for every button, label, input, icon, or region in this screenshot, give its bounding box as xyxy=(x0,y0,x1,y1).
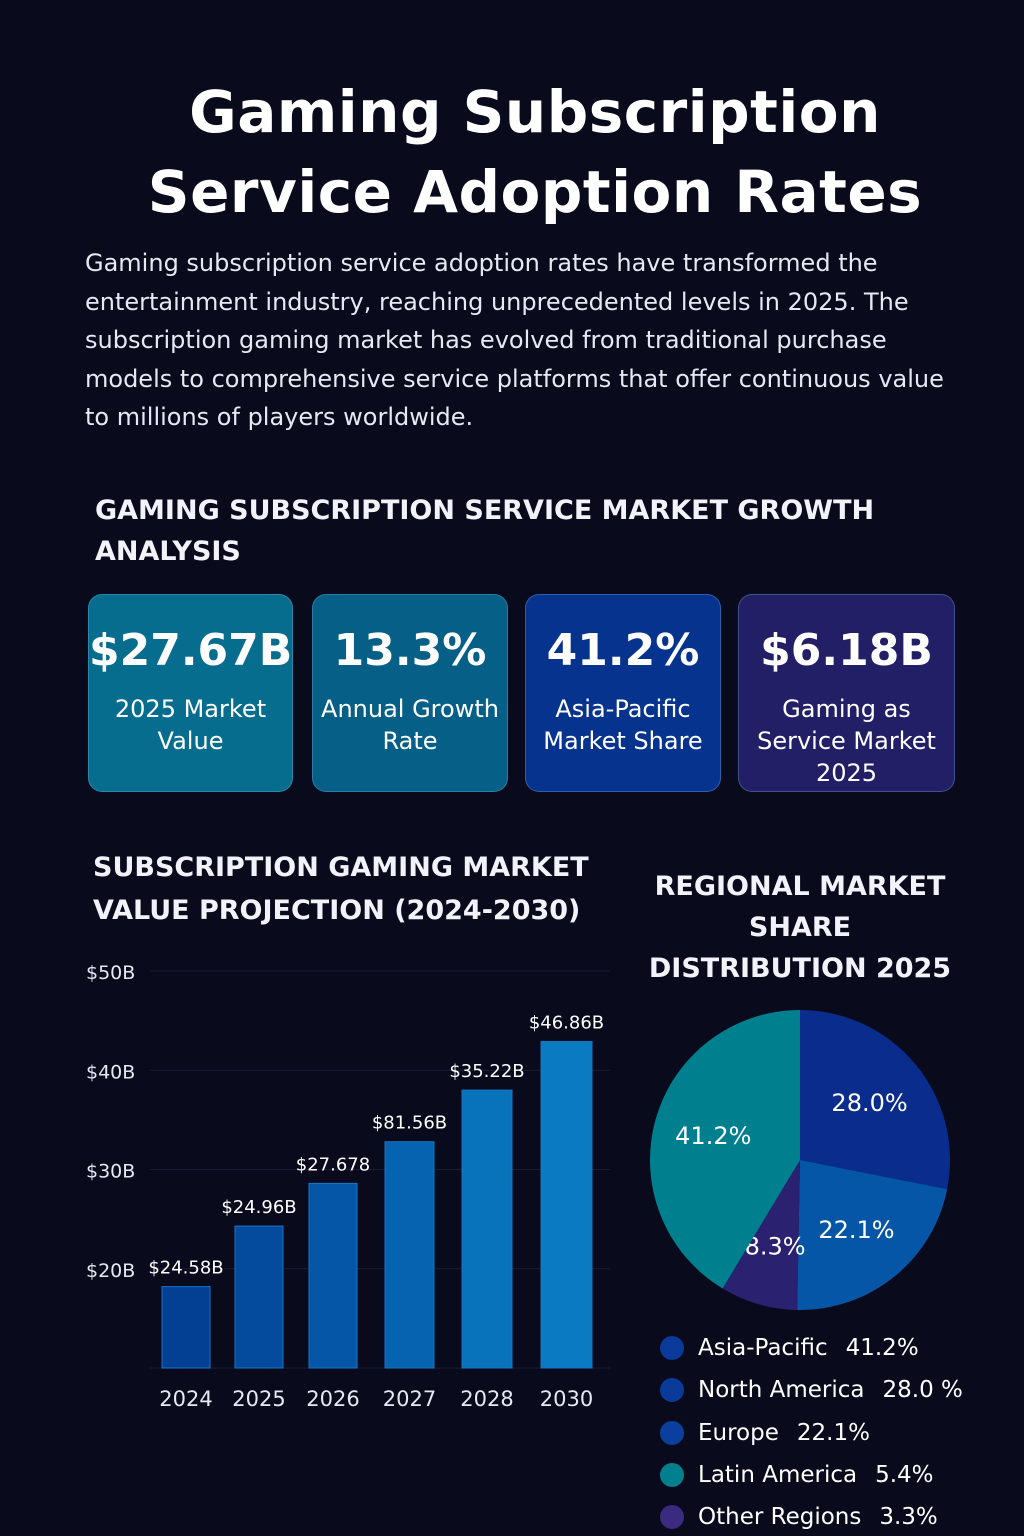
legend-item: Europe 22.1% xyxy=(660,1420,870,1446)
legend-value: 3.3% xyxy=(879,1504,938,1531)
bar-data-label: $46.86B xyxy=(529,1012,604,1033)
y-tick-label: $30B xyxy=(86,1161,135,1183)
bar-chart: $20B $30B $40B $50B $24.58B 2024 $24.96B 2025 $2… xyxy=(86,962,610,1411)
bar-2030 xyxy=(540,1040,593,1369)
x-tick-label: 2025 xyxy=(232,1387,285,1411)
legend-swatch-icon xyxy=(660,1420,684,1445)
legend-value: 22.1% xyxy=(796,1419,870,1446)
pie-slice-label: 22.1% xyxy=(818,1216,894,1244)
legend-value: 5.4% xyxy=(875,1461,934,1488)
kpi-card-market-value: $27.67B 2025 Market Value xyxy=(88,594,293,792)
bar-data-label: $24.58B xyxy=(148,1258,223,1279)
pie-slice xyxy=(722,1160,800,1310)
x-tick-label: 2028 xyxy=(460,1387,513,1411)
x-tick-label: 2026 xyxy=(306,1387,359,1411)
legend-label: Latin America xyxy=(698,1461,858,1488)
bar-2025 xyxy=(234,1225,284,1369)
legend-label: Europe xyxy=(698,1419,779,1446)
kpi-label: Annual Growth Rate xyxy=(321,695,499,755)
kpi-label: Asia-Pacific Market Share xyxy=(543,695,703,755)
legend-value: 28.0 % xyxy=(882,1377,963,1404)
bar-data-label: $24.96B xyxy=(221,1197,296,1218)
y-tick-label: $20B xyxy=(86,1260,135,1282)
legend-label: North America xyxy=(698,1377,865,1404)
pie-slice-label: 41.2% xyxy=(675,1122,751,1150)
legend-label: Asia-Pacific xyxy=(698,1335,828,1361)
kpi-card-asia-share: 41.2% Asia-Pacific Market Share xyxy=(525,594,721,792)
kpi-label: Gaming as Service Market 2025 xyxy=(757,695,936,787)
kpi-value: $6.18B xyxy=(760,625,933,676)
bar-data-label: $27.678 xyxy=(296,1154,370,1175)
bar-chart-title: SUBSCRIPTION GAMING MARKET VALUE PROJECT… xyxy=(93,852,589,926)
pie-chart-title: REGIONAL MARKET SHARE DISTRIBUTION 2025 xyxy=(648,871,952,984)
kpi-value: 41.2% xyxy=(546,625,700,676)
pie-slice-label: 8.3% xyxy=(745,1232,806,1260)
legend-swatch-icon xyxy=(660,1336,684,1360)
kpi-value: 13.3% xyxy=(333,625,487,676)
y-tick-label: $50B xyxy=(86,962,135,984)
legend-item: Asia-Pacific 41.2% xyxy=(660,1335,919,1361)
pie-slice xyxy=(650,1010,800,1289)
legend-swatch-icon xyxy=(660,1462,684,1487)
pie-slice xyxy=(800,1010,950,1190)
legend-label: Other Regions xyxy=(698,1504,862,1531)
bar-2028 xyxy=(461,1089,513,1369)
kpi-value: $27.67B xyxy=(89,625,293,676)
kpi-card-growth-rate: 13.3% Annual Growth Rate xyxy=(312,594,508,792)
bar-2027 xyxy=(384,1141,435,1369)
x-tick-label: 2027 xyxy=(383,1387,436,1411)
x-tick-label: 2024 xyxy=(159,1387,212,1411)
legend-item: North America 28.0 % xyxy=(660,1377,963,1403)
legend-item: Other Regions 3.3% xyxy=(660,1504,938,1530)
legend-value: 41.2% xyxy=(845,1335,919,1361)
x-tick-label: 2030 xyxy=(540,1387,593,1411)
legend-item: Latin America 5.4% xyxy=(660,1462,934,1488)
bar-2024 xyxy=(161,1286,211,1369)
bar-data-label: $35.22B xyxy=(449,1061,524,1082)
page-title: Gaming Subscription Service Adoption Rat… xyxy=(147,78,923,226)
pie-slice-label: 28.0% xyxy=(831,1089,907,1117)
pie-chart: 28.0% 22.1% 8.3% 41.2% xyxy=(650,1010,950,1310)
y-tick-label: $40B xyxy=(86,1061,135,1083)
pie-slice xyxy=(797,1160,948,1310)
kpi-label: 2025 Market Value xyxy=(114,695,267,755)
legend-swatch-icon xyxy=(660,1378,684,1403)
bar-2026 xyxy=(308,1182,358,1369)
intro-paragraph: Gaming subscription service adoption rat… xyxy=(85,249,944,431)
kpi-card-gaas-market: $6.18B Gaming as Service Market 2025 xyxy=(738,594,955,792)
legend-swatch-icon xyxy=(660,1505,684,1530)
bar-data-label: $81.56B xyxy=(372,1113,447,1134)
growth-section-title: GAMING SUBSCRIPTION SERVICE MARKET GROWT… xyxy=(95,495,875,567)
